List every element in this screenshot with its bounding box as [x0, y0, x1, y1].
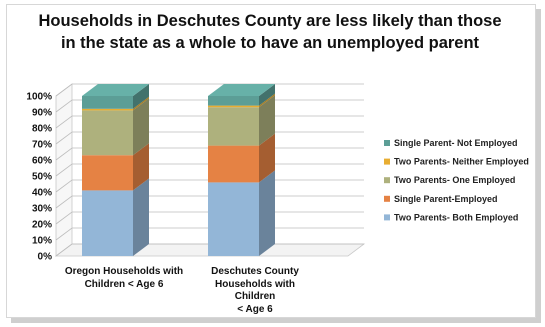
- bar-segment-side: [133, 84, 149, 109]
- bar-segment-front: [208, 107, 259, 146]
- x-category-label-line: < Age 6: [237, 303, 273, 315]
- bar-segment-side: [133, 178, 149, 256]
- y-tick-label: 60%: [32, 156, 52, 167]
- chart-title-line-1: Households in Deschutes County are less …: [38, 12, 502, 30]
- x-category-label-oregon: Oregon Households with Children < Age 6: [64, 266, 184, 291]
- y-tick-label: 30%: [32, 204, 52, 215]
- bar-segment-side: [133, 98, 149, 156]
- x-category-label-line: Children < Age 6: [84, 278, 164, 290]
- bar-segment-top: [208, 84, 275, 96]
- bar-segment-front: [208, 96, 259, 106]
- y-tick-label: 40%: [32, 188, 52, 199]
- legend-label: Two Parents- One Employed: [394, 175, 515, 185]
- bar-segment-side: [259, 84, 275, 106]
- bar-segment-front: [82, 110, 133, 156]
- bar-segment-front: [82, 108, 133, 111]
- x-category-label-line: Oregon Households with: [64, 266, 184, 277]
- bar-segment-front: [82, 155, 133, 191]
- x-category-label-line: Deschutes County: [211, 266, 299, 277]
- bar-segment-side: [133, 96, 149, 111]
- legend-swatch: [384, 140, 390, 146]
- bar-segment-side: [259, 93, 275, 108]
- y-tick-label: 80%: [32, 124, 52, 135]
- y-tick-label: 90%: [32, 108, 52, 119]
- chart-title-line-2: in the state as a whole to have an unemp…: [60, 34, 480, 52]
- bar-segment-front: [208, 145, 259, 183]
- bar-segment-top: [82, 84, 149, 96]
- y-tick-label: 50%: [32, 172, 52, 183]
- legend-swatch: [384, 195, 390, 202]
- bar-segment-front: [82, 96, 133, 109]
- bar-segment-front: [208, 105, 259, 108]
- legend-label: Two Parents- Both Employed: [394, 212, 518, 222]
- legend-swatch: [384, 158, 390, 165]
- y-tick-label: 0%: [38, 252, 53, 263]
- bar-segment-side: [133, 143, 149, 191]
- y-tick-label: 70%: [32, 140, 52, 151]
- x-category-label-line: Households with Children: [215, 278, 295, 303]
- bar-segment-side: [259, 95, 275, 146]
- legend-label: Two Parents- Neither Employed: [394, 157, 529, 167]
- y-tick-label: 20%: [32, 220, 52, 231]
- bar-segment-side: [259, 170, 275, 256]
- legend-label: Single Parent-Employed: [394, 194, 498, 204]
- bar-segment-front: [208, 182, 259, 256]
- bar-segment-side: [259, 133, 275, 183]
- legend-swatch: [384, 214, 390, 221]
- bar-segment-front: [82, 190, 133, 256]
- x-category-label-deschutes: Deschutes County Households with Childre…: [195, 266, 315, 316]
- legend-label: Single Parent- Not Employed: [394, 138, 518, 148]
- y-tick-label: 100%: [26, 92, 52, 103]
- y-tick-label: 10%: [32, 236, 52, 247]
- legend-swatch: [384, 177, 390, 184]
- chart-title: Households in Deschutes County are less …: [30, 10, 510, 54]
